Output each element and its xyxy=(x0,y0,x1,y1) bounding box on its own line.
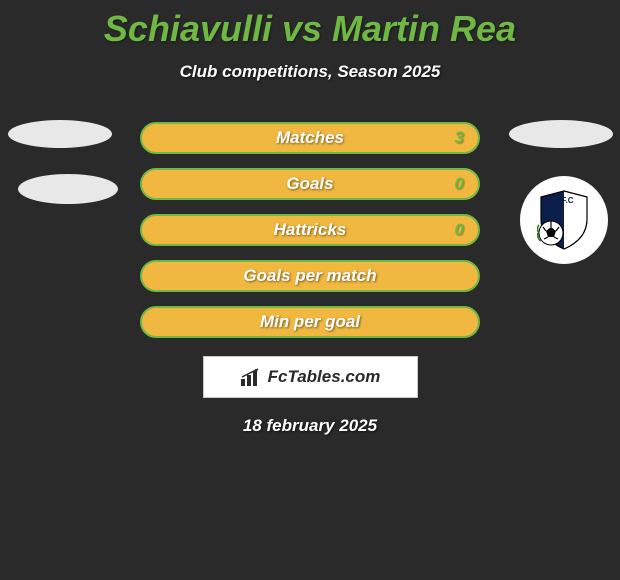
stat-bar-min-per-goal: Min per goal xyxy=(140,306,480,338)
stats-container: Matches 3 Goals 0 Hattricks 0 Goals per … xyxy=(0,122,620,338)
stat-bar-goals-per-match: Goals per match xyxy=(140,260,480,292)
stat-value-right: 0 xyxy=(455,220,464,240)
stat-bar-hattricks: Hattricks 0 xyxy=(140,214,480,246)
stat-value-right: 3 xyxy=(455,128,464,148)
stat-label: Min per goal xyxy=(142,312,478,332)
stat-label: Goals per match xyxy=(142,266,478,286)
stat-label: Hattricks xyxy=(142,220,478,240)
attribution-box: FcTables.com xyxy=(203,356,418,398)
stat-label: Goals xyxy=(142,174,478,194)
stat-value-right: 0 xyxy=(455,174,464,194)
date-text: 18 february 2025 xyxy=(0,416,620,436)
stat-row: Min per goal xyxy=(0,306,620,338)
stat-row: Hattricks 0 xyxy=(0,214,620,246)
bar-chart-icon xyxy=(240,367,262,387)
page-subtitle: Club competitions, Season 2025 xyxy=(0,62,620,82)
page-title: Schiavulli vs Martin Rea xyxy=(0,0,620,50)
stat-row: Goals per match xyxy=(0,260,620,292)
attribution-text: FcTables.com xyxy=(268,367,381,387)
stat-bar-matches: Matches 3 xyxy=(140,122,480,154)
stat-label: Matches xyxy=(142,128,478,148)
stat-row: Matches 3 xyxy=(0,122,620,154)
stat-row: Goals 0 xyxy=(0,168,620,200)
stat-bar-goals: Goals 0 xyxy=(140,168,480,200)
